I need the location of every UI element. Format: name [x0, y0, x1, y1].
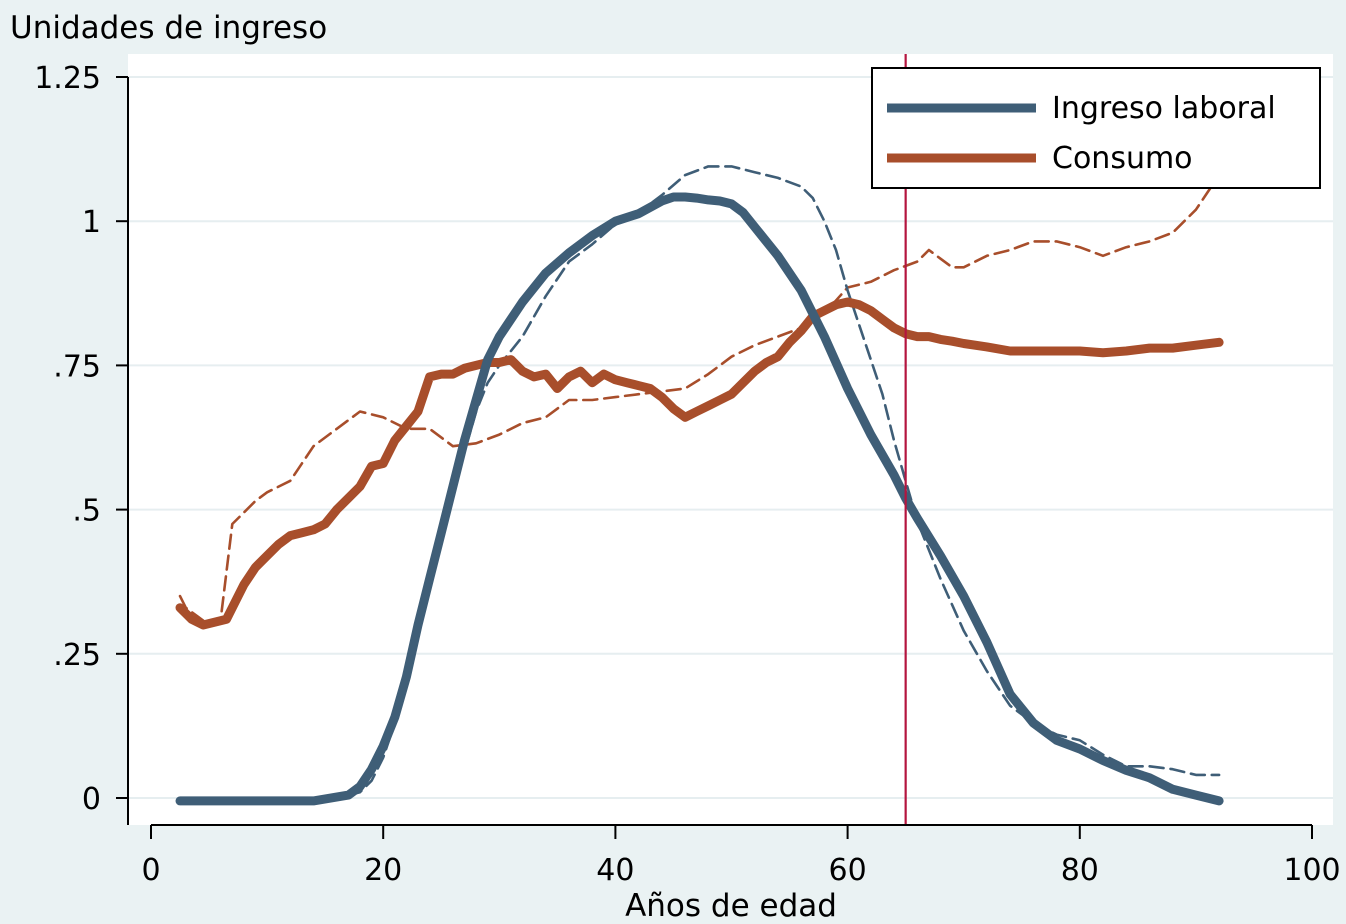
y-tick-label-4: 1	[82, 205, 101, 240]
x-axis-label: Años de edad	[625, 888, 837, 920]
x-tick-label-3: 60	[829, 853, 867, 888]
x-tick-label-2: 40	[596, 853, 634, 888]
x-tick-label-4: 80	[1061, 853, 1099, 888]
legend: Ingreso laboral Consumo	[871, 67, 1321, 189]
axes	[127, 77, 1312, 826]
series-line-0	[175, 192, 1224, 806]
series-line-1	[175, 297, 1224, 630]
series-layer	[175, 165, 1224, 806]
y-tick-label-0: 0	[82, 782, 101, 817]
legend-box	[871, 67, 1321, 189]
legend-label-consumo: Consumo	[1052, 141, 1193, 176]
legend-label-ingreso: Ingreso laboral	[1052, 91, 1276, 126]
x-tick-label-1: 20	[364, 853, 402, 888]
series-dashed-3	[178, 173, 1221, 627]
x-tick-label-5: 100	[1283, 853, 1340, 888]
ticks: 0 .25 .5 .75 1 1.25 0 20 40 60 80 100	[34, 61, 1340, 888]
series-dashed-2	[347, 165, 1221, 797]
y-tick-label-5: 1.25	[34, 61, 101, 96]
y-tick-label-1: .25	[53, 638, 101, 673]
y-tick-label-2: .5	[72, 494, 101, 529]
x-tick-label-0: 0	[141, 853, 160, 888]
y-axis-label: Unidades de ingreso	[10, 10, 327, 46]
y-tick-label-3: .75	[53, 349, 101, 384]
